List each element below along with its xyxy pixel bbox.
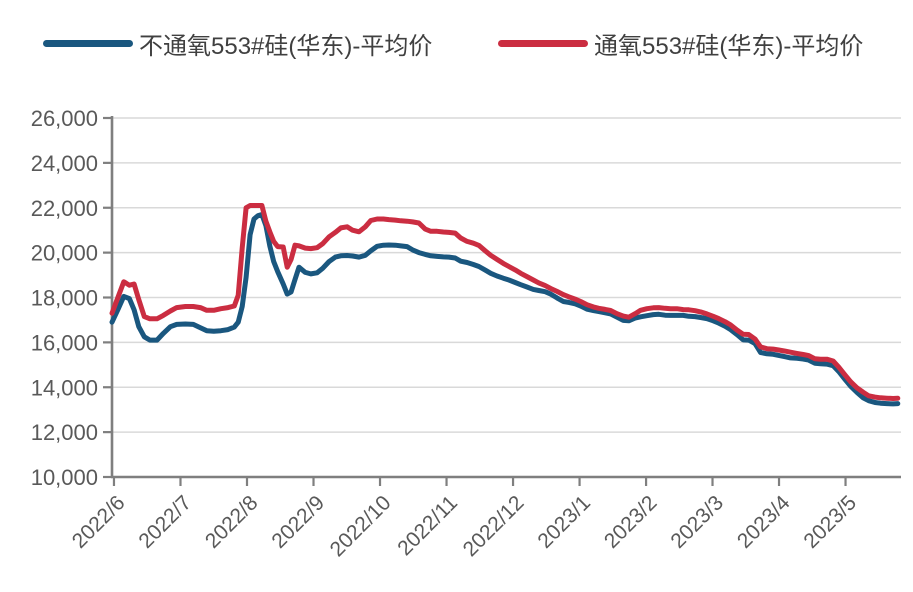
x-axis-label: 2022/6 bbox=[68, 491, 130, 553]
x-axis-label: 2022/9 bbox=[267, 491, 329, 553]
x-axis-label: 2023/2 bbox=[600, 491, 662, 553]
legend-item-non-oxygen: 不通氧553#硅(华东)-平均价 bbox=[43, 29, 432, 60]
x-axis-label: 2022/8 bbox=[201, 491, 263, 553]
legend-swatch-red bbox=[498, 39, 588, 47]
x-axis-label: 2022/12 bbox=[459, 491, 529, 561]
y-axis-label: 26,000 bbox=[31, 106, 98, 131]
line-series-red-oxygen bbox=[109, 203, 901, 401]
y-axis-label: 12,000 bbox=[31, 420, 98, 445]
x-axis-label: 2023/4 bbox=[733, 491, 795, 553]
y-axis-label: 18,000 bbox=[31, 286, 98, 311]
x-axis-label: 2022/7 bbox=[134, 491, 196, 553]
line-series-blue-non-oxygen bbox=[109, 212, 901, 407]
x-axis-label: 2023/5 bbox=[799, 491, 861, 553]
legend-swatch-blue bbox=[43, 39, 133, 47]
legend-label-non-oxygen: 不通氧553#硅(华东)-平均价 bbox=[139, 32, 433, 60]
y-axis-label: 16,000 bbox=[31, 330, 98, 355]
x-axis-label: 2023/3 bbox=[666, 491, 728, 553]
legend-label-oxygen: 通氧553#硅(华东)-平均价 bbox=[594, 32, 864, 60]
y-axis-label: 24,000 bbox=[31, 151, 98, 176]
legend-item-oxygen: 通氧553#硅(华东)-平均价 bbox=[498, 29, 863, 60]
x-axis-label: 2022/10 bbox=[326, 491, 396, 561]
x-axis-label: 2022/11 bbox=[393, 491, 462, 560]
x-axis-label: 2023/1 bbox=[533, 491, 595, 553]
y-axis-label: 14,000 bbox=[31, 375, 98, 400]
y-axis-label: 20,000 bbox=[31, 241, 98, 266]
y-axis-label: 22,000 bbox=[31, 196, 98, 221]
y-axis-label: 10,000 bbox=[31, 465, 98, 490]
